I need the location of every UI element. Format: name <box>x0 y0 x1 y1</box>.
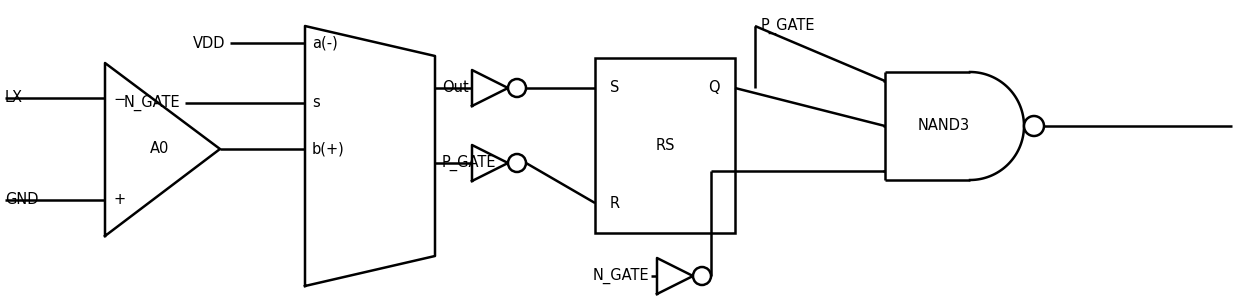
Text: LX: LX <box>5 91 24 105</box>
Text: GND: GND <box>5 193 38 207</box>
Text: $+$: $+$ <box>113 193 125 207</box>
Bar <box>595 58 735 233</box>
Text: RS: RS <box>655 138 675 153</box>
Text: P_GATE: P_GATE <box>761 18 815 34</box>
Text: s: s <box>312 95 320 111</box>
Circle shape <box>508 154 527 172</box>
Text: R: R <box>610 195 621 210</box>
Text: N_GATE: N_GATE <box>592 268 649 284</box>
Circle shape <box>1023 116 1044 136</box>
Text: NAND3: NAND3 <box>918 119 970 134</box>
Text: P_GATE: P_GATE <box>442 155 497 171</box>
Circle shape <box>693 267 711 285</box>
Text: VDD: VDD <box>192 35 225 50</box>
Text: N_GATE: N_GATE <box>124 95 180 111</box>
Text: A0: A0 <box>150 142 170 156</box>
Text: $-$: $-$ <box>113 91 125 105</box>
Text: Out: Out <box>442 80 468 95</box>
Text: Q: Q <box>709 80 720 95</box>
Text: S: S <box>610 80 620 95</box>
Text: b(+): b(+) <box>312 142 344 156</box>
Circle shape <box>508 79 527 97</box>
Text: a(-): a(-) <box>312 35 338 50</box>
